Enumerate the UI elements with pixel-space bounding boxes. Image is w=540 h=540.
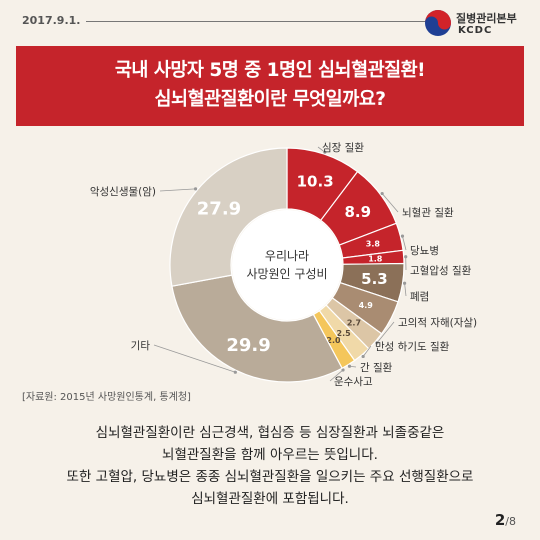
slice-value-2: 3.8 (366, 239, 381, 248)
leader-dot-8 (347, 364, 352, 368)
slice-value-6: 2.7 (347, 319, 361, 328)
slice-value-0: 10.3 (297, 172, 334, 190)
description-line3: 또한 고혈압, 당뇨병은 종종 심뇌혈관질환을 일으키는 주요 선행질환으로 (66, 469, 474, 485)
slice-11 (169, 147, 288, 287)
donut-center (232, 210, 342, 320)
taegeuk-icon (425, 10, 451, 36)
center-label-1: 사망원인 구성비 (246, 267, 327, 281)
leader-dot-6 (375, 341, 379, 345)
leader-dot-4 (402, 281, 407, 285)
slice-value-3: 1.8 (368, 255, 383, 264)
slice-label-2: 당뇨병 (410, 245, 439, 257)
slice-value-7: 2.5 (337, 329, 352, 338)
leader-line-4 (404, 283, 407, 297)
slice-value-5: 4.9 (359, 301, 374, 310)
slice-label-3: 고혈압성 질환 (410, 264, 472, 277)
slice-value-8: 2.0 (326, 336, 341, 345)
slice-label-7: 만성 하기도 질환 (375, 340, 450, 353)
kcdc-logo: 질병관리본부 KCDC (424, 6, 524, 40)
leader-line-1 (381, 193, 399, 213)
slice-10 (171, 274, 343, 383)
slice-label-11: 악성신생물(암) (90, 186, 156, 198)
page-current: 2 (494, 511, 506, 529)
slice-label-9: 운수사고 (334, 376, 373, 388)
banner-title-line1: 국내 사망자 5명 중 1명인 심뇌혈관질환! (114, 60, 426, 81)
slice-label-8: 간 질환 (360, 362, 393, 374)
slice-value-11: 27.9 (197, 199, 241, 220)
title-banner: 국내 사망자 5명 중 1명인 심뇌혈관질환! 심뇌혈관질환이란 무엇일까요? (16, 46, 524, 126)
leader-line-7 (362, 345, 372, 357)
slice-label-1: 뇌혈관 질환 (402, 206, 454, 219)
slice-label-6: 고의적 자해(자살) (398, 316, 477, 329)
slice-label-0: 심장 질환 (322, 142, 364, 154)
slice-value-4: 5.3 (361, 270, 388, 288)
org-abbr: KCDC (458, 25, 493, 36)
description-line1: 심뇌혈관질환이란 심근경색, 협심증 등 심장질환과 뇌졸중같은 (95, 425, 445, 441)
page-total: /8 (505, 515, 516, 528)
description-text: 심뇌혈관질환이란 심근경색, 협심증 등 심장질환과 뇌졸중같은 뇌혈관질환을 … (20, 422, 520, 510)
leader-line-2 (402, 236, 407, 251)
leader-line-9 (329, 369, 344, 382)
leader-dot-0 (323, 150, 327, 154)
leader-line-6 (376, 321, 395, 344)
leader-dot-9 (341, 368, 345, 372)
leader-line-10 (153, 344, 236, 373)
slice-value-1: 8.9 (344, 203, 371, 221)
banner-title-line2: 심뇌혈관질환이란 무엇일까요? (154, 89, 386, 110)
source-note: [자료원: 2015년 사망원인통계, 통계청] (22, 392, 191, 403)
header-rule (86, 21, 428, 22)
slice-value-10: 29.9 (226, 335, 270, 356)
leader-dot-3 (404, 255, 408, 259)
description-line2: 뇌혈관질환을 함께 아우르는 뜻입니다. (162, 447, 378, 463)
slice-label-10: 기타 (131, 340, 151, 352)
leader-dot-10 (233, 370, 237, 374)
description-line4: 심뇌혈관질환에 포함됩니다. (191, 491, 349, 507)
slice-label-4: 폐렴 (410, 290, 429, 303)
leader-dot-7 (361, 354, 365, 359)
leader-dot-1 (380, 191, 384, 196)
org-name: 질병관리본부 (456, 12, 517, 25)
leader-dot-2 (400, 234, 405, 238)
leader-line-11 (159, 188, 196, 192)
center-label-0: 우리나라 (265, 249, 309, 263)
leader-dot-11 (193, 187, 198, 191)
page-indicator: 2/8 (495, 510, 516, 529)
date-label: 2017.9.1. (22, 14, 81, 27)
